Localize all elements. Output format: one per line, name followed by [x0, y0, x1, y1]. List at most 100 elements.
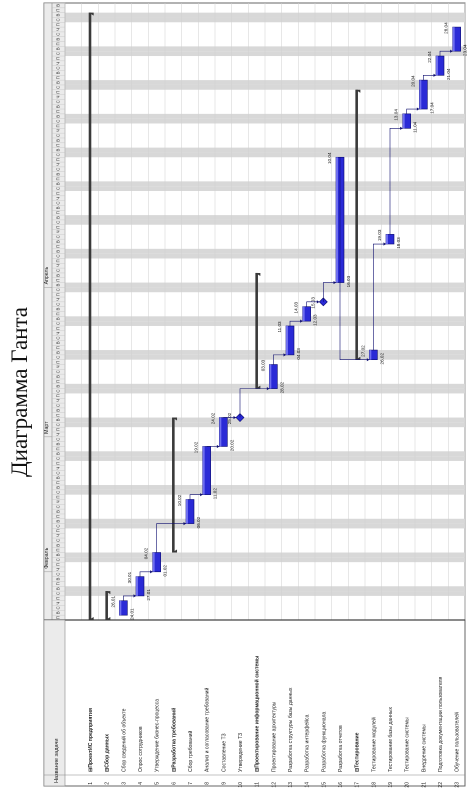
task-name[interactable]: ⊟ПроектИС предприятия [88, 708, 94, 772]
summary-cap [105, 617, 111, 620]
dependency-link [189, 494, 203, 500]
task-name[interactable]: Разработка отчетов [338, 725, 344, 772]
day-letter: С [56, 288, 61, 291]
day-letter: Ч [56, 28, 61, 31]
task-end-label: 25.02 [227, 412, 232, 424]
day-letter: Ч [56, 197, 61, 200]
task-name[interactable]: ⊟Разработка требований [170, 708, 177, 772]
task-end-label: 22.04 [427, 51, 432, 63]
dependency-link [239, 388, 270, 418]
milestone-marker[interactable] [235, 413, 245, 422]
day-letter: С [56, 221, 61, 224]
task-name[interactable]: ⊟Сбор данных [104, 734, 111, 772]
task-end-label: 04.02 [144, 547, 149, 559]
task-name[interactable]: Составление ТЗ [221, 733, 227, 772]
task-table [43, 619, 466, 787]
task-start-label: 26.02 [379, 353, 384, 365]
day-letter: П [56, 124, 61, 127]
summary-bar[interactable] [255, 272, 258, 389]
task-name[interactable]: Разработка интерфейса [304, 714, 311, 772]
summary-bar[interactable] [172, 417, 175, 553]
task-name[interactable]: Тестирование системы [405, 717, 411, 772]
day-letter: С [56, 423, 61, 426]
row-id: 10 [238, 782, 244, 788]
day-letter: П [56, 582, 61, 585]
task-name[interactable]: Разработка структуры базы данных [288, 687, 294, 772]
dependency-arrow [383, 242, 386, 246]
day-letter: С [56, 168, 61, 171]
dependency-link [339, 157, 370, 361]
day-letter: С [56, 322, 61, 325]
task-name[interactable]: Обучение пользователей [454, 712, 461, 772]
day-letter: Ч [56, 568, 61, 571]
task-start-label: 18.03 [396, 237, 401, 249]
task-name[interactable]: Тестирование базы данных [388, 706, 394, 772]
day-letter: В [56, 520, 61, 523]
day-letter: С [56, 389, 61, 392]
day-letter: С [56, 120, 61, 123]
day-letter: В [56, 587, 61, 590]
task-end-label: 13.04 [394, 109, 399, 121]
task-name[interactable]: Проектирование архитектуры [271, 701, 277, 772]
row-id: 21 [421, 782, 427, 788]
dependency-link [273, 354, 286, 365]
day-letter: С [56, 303, 61, 306]
summary-cap [355, 356, 361, 360]
task-name[interactable]: Тестирование модулей [370, 717, 377, 772]
row-id: 22 [438, 782, 444, 788]
task-name[interactable]: Анализ и согласование требований [204, 687, 211, 772]
dependency-arrow [233, 415, 236, 420]
day-letter: П [56, 481, 61, 484]
day-letter: В [56, 443, 61, 446]
day-letter: П [56, 515, 61, 518]
task-bar-highlight [269, 364, 272, 389]
day-letter: П [56, 597, 61, 600]
day-letter: В [56, 577, 61, 580]
dependency-link [439, 50, 453, 57]
task-name[interactable]: Разработка функционала [321, 711, 327, 772]
day-letter: В [56, 341, 61, 344]
day-letter: В [56, 173, 61, 176]
summary-bar[interactable] [105, 591, 108, 620]
row-id: 7 [188, 782, 194, 785]
month-label: Февраль [44, 547, 50, 568]
task-start-label: 17.04 [429, 102, 434, 114]
row-id: 5 [155, 782, 161, 785]
day-letter: П [56, 177, 61, 180]
day-letter: П [56, 226, 61, 229]
day-letter: В [56, 486, 61, 489]
day-letter: В [56, 317, 61, 320]
task-name[interactable]: Утверждение бизнес-процесса [155, 699, 161, 772]
day-letter: Ч [56, 62, 61, 65]
task-name[interactable]: Сбор требований [187, 730, 194, 772]
row-id: 15 [321, 782, 327, 788]
row-id: 14 [305, 782, 311, 788]
task-bar-highlight [336, 157, 338, 283]
summary-cap [355, 89, 361, 93]
day-letter: П [56, 158, 61, 161]
task-name[interactable]: Внедрение системы [421, 724, 427, 772]
day-letter: С [56, 201, 61, 204]
day-letter: Ч [56, 467, 61, 470]
task-name[interactable]: Сбор сведений об объекте [120, 708, 127, 772]
day-letter: П [56, 496, 61, 499]
table-header-name: Название задачи [54, 738, 60, 783]
day-letter: В [56, 308, 61, 311]
day-letter: В [56, 71, 61, 74]
task-name[interactable]: Подготовка документации пользователя [438, 676, 444, 772]
task-name[interactable]: ⊟Проектирование информационной системы [254, 656, 261, 772]
task-start-label: 16.03 [346, 275, 351, 287]
day-letter: С [56, 370, 61, 373]
task-name[interactable]: Утверждение ТЗ [238, 733, 244, 772]
summary-bar[interactable] [355, 89, 358, 360]
task-name[interactable]: ⊟Тестирование [355, 732, 361, 772]
dependency-arrow [283, 353, 286, 357]
row-id: 8 [205, 782, 211, 785]
summary-cap [88, 12, 94, 16]
summary-bar[interactable] [88, 12, 92, 620]
day-letter: В [56, 206, 61, 209]
day-letter: П [56, 549, 61, 552]
day-letter: С [56, 187, 61, 190]
task-name[interactable]: Опрос сотрудников [138, 726, 144, 772]
